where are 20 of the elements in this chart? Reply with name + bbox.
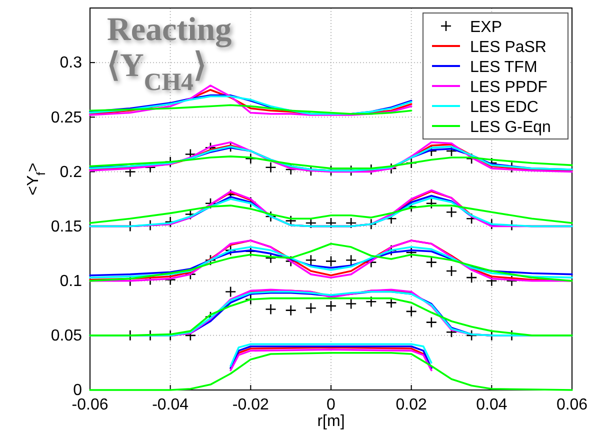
y-tick-label: 0.2 <box>60 164 82 181</box>
x-tick-label: 0.06 <box>556 396 588 414</box>
y-tick-label: 0.1 <box>60 272 82 290</box>
x-tick-label: -0.04 <box>152 396 189 414</box>
x-tick-label: 0.04 <box>476 396 508 414</box>
legend-label: LES PaSR <box>470 39 546 56</box>
legend-label: LES PPDF <box>470 79 548 96</box>
y-tick-label: 0.3 <box>60 54 82 72</box>
legend-label: LES G-Eqn <box>470 119 551 136</box>
x-axis-title: r[m] <box>317 413 345 430</box>
y-tick-label: 0.05 <box>50 328 82 345</box>
x-tick-label: 0.02 <box>396 396 428 414</box>
x-tick-label: -0.02 <box>232 396 270 414</box>
legend-label: EXP <box>470 19 502 36</box>
legend-label: LES EDC <box>470 99 538 116</box>
y-tick-label: 0.25 <box>50 109 82 126</box>
x-tick-label: 0 <box>326 396 336 414</box>
y-tick-label: 0.15 <box>50 218 82 236</box>
legend-label: LES TFM <box>470 59 538 76</box>
text: Reacting ⟨Y$_{CH4}$⟩ <box>107 12 232 96</box>
